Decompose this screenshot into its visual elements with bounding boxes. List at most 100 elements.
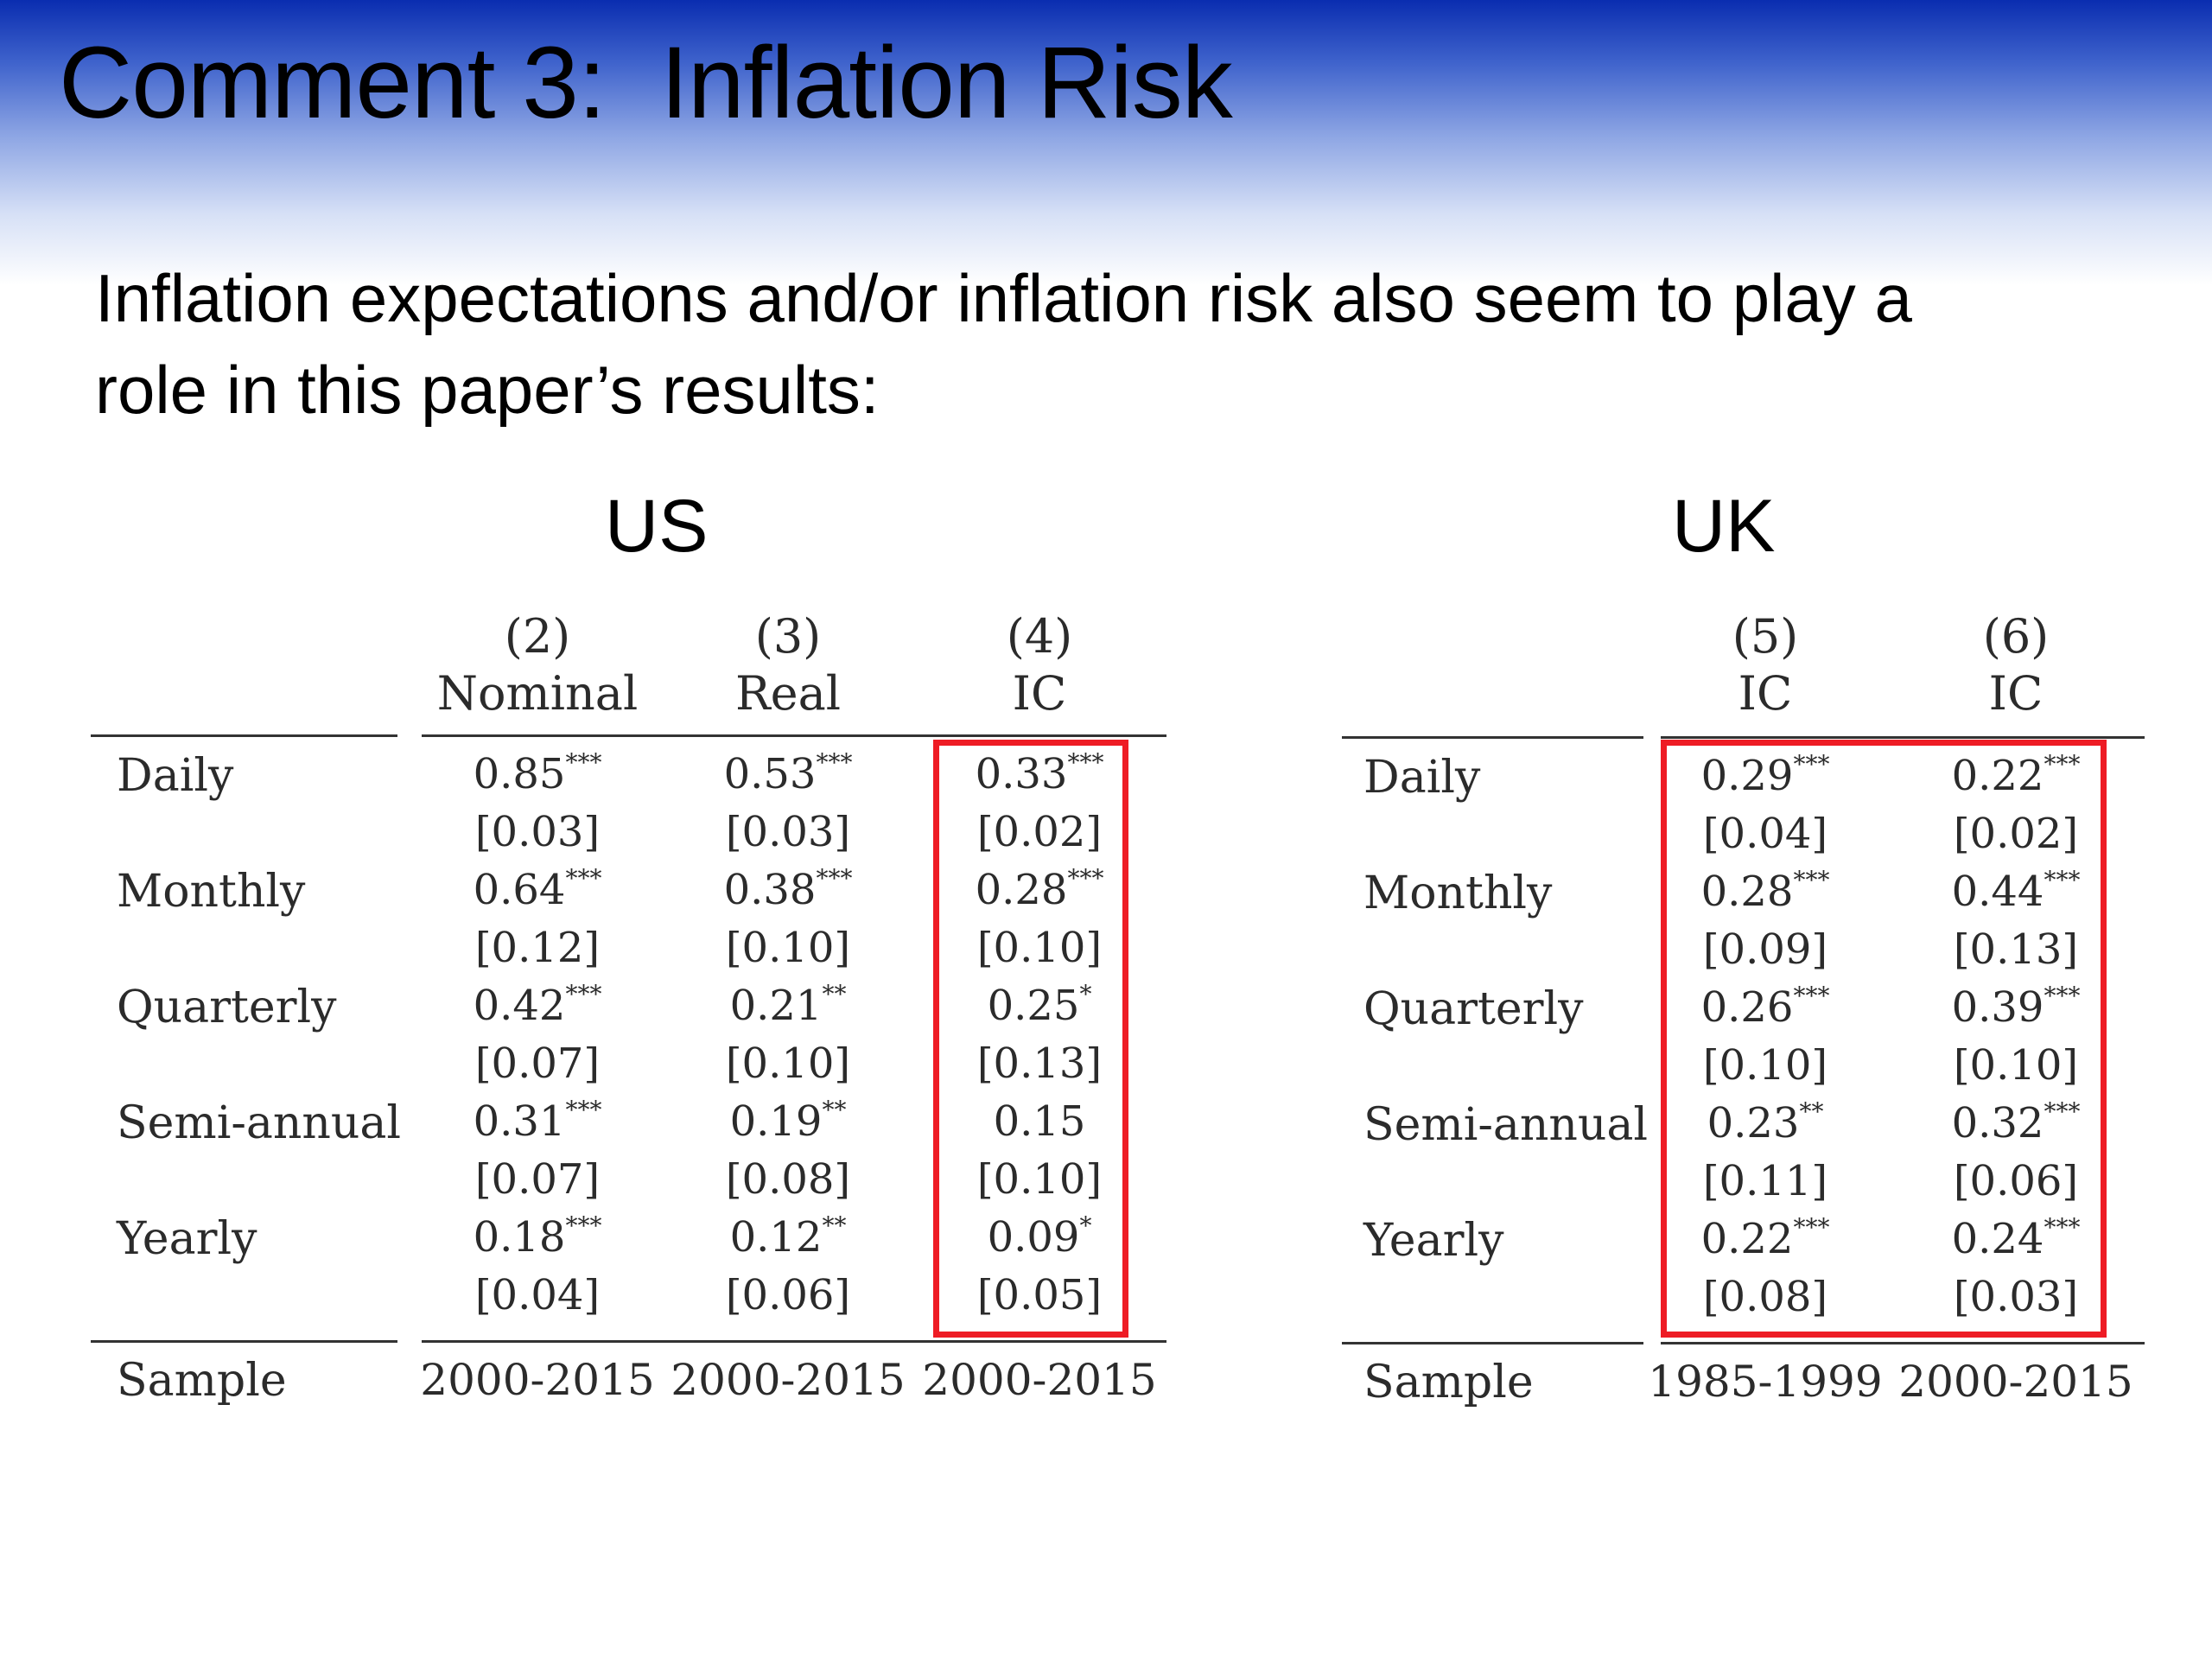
coefficient-value: 0.28: [1700, 868, 1794, 916]
standard-error: [0.05]: [976, 1271, 1103, 1319]
standard-error: [0.02]: [1953, 810, 2079, 858]
coefficient-value: 0.22: [1951, 752, 2044, 800]
us-region-label: US: [605, 485, 709, 568]
coefficient-value: 0.18: [473, 1213, 566, 1262]
coefficient-value: 0.38: [723, 866, 817, 914]
column-name: Nominal: [436, 666, 639, 721]
significance-stars: ***: [1067, 864, 1104, 893]
coefficient: 0.18***: [416, 1211, 658, 1262]
coefficient: 0.39***: [1895, 982, 2137, 1032]
significance-stars: ***: [1067, 748, 1104, 777]
coefficient-value: 0.39: [1951, 983, 2044, 1032]
coefficient-value: 0.19: [729, 1097, 823, 1146]
row-label: Quarterly: [1363, 983, 1584, 1035]
sample-period: 2000-2015: [420, 1355, 655, 1405]
standard-error: [0.04]: [474, 1271, 601, 1319]
standard-error: [0.06]: [725, 1271, 851, 1319]
coefficient-value: 0.85: [473, 750, 566, 798]
column-name: IC: [1988, 666, 2044, 721]
coefficient-value: 0.29: [1700, 752, 1794, 800]
coefficient-value: 0.25: [987, 982, 1080, 1030]
coefficient-value: 0.42: [473, 982, 566, 1030]
coefficient-value: 0.12: [729, 1213, 823, 1262]
significance-stars: **: [822, 980, 847, 1008]
coefficient: 0.85***: [416, 748, 658, 798]
coefficient-value: 0.09: [987, 1213, 1080, 1262]
column-name: Real: [734, 666, 842, 721]
uk-region-label: UK: [1672, 485, 1776, 568]
standard-error: [0.09]: [1702, 925, 1828, 974]
column-name: IC: [1012, 666, 1067, 721]
coefficient-value: 0.64: [473, 866, 566, 914]
significance-stars: ***: [2044, 750, 2081, 779]
coefficient: 0.22***: [1644, 1213, 1886, 1263]
bottom-rule-values: [422, 1340, 1166, 1343]
coefficient-value: 0.22: [1700, 1215, 1794, 1263]
coefficient: 0.15: [918, 1097, 1160, 1146]
row-label: Monthly: [1363, 868, 1553, 919]
coefficient: 0.26***: [1644, 982, 1886, 1032]
coefficient-value: 0.31: [473, 1097, 566, 1146]
column-number: (4): [1006, 609, 1073, 664]
standard-error: [0.10]: [976, 924, 1103, 972]
significance-stars: ***: [1793, 1213, 1830, 1242]
row-label: Yearly: [117, 1213, 257, 1265]
title-band: [0, 0, 2212, 285]
intro-line-2: role in this paper’s results:: [95, 352, 880, 428]
standard-error: [0.11]: [1702, 1157, 1828, 1205]
coefficient: 0.12**: [667, 1211, 909, 1262]
significance-stars: *: [1079, 1211, 1092, 1240]
significance-stars: ***: [2044, 982, 2081, 1010]
intro-line-1: Inflation expectations and/or inflation …: [95, 260, 1912, 336]
column-number: (6): [1982, 609, 2050, 664]
significance-stars: ***: [816, 748, 853, 777]
row-label: Daily: [1363, 752, 1481, 804]
significance-stars: ***: [565, 1096, 602, 1124]
significance-stars: ***: [1793, 982, 1830, 1010]
coefficient-value: 0.32: [1951, 1099, 2044, 1147]
significance-stars: ***: [2044, 1213, 2081, 1242]
row-label: Daily: [117, 750, 234, 802]
standard-error: [0.07]: [474, 1039, 601, 1088]
coefficient-value: 0.24: [1951, 1215, 2044, 1263]
highlight-box: [1661, 740, 2107, 1338]
coefficient: 0.31***: [416, 1096, 658, 1146]
coefficient: 0.29***: [1644, 750, 1886, 800]
top-rule-values: [1661, 736, 2145, 739]
standard-error: [0.07]: [474, 1155, 601, 1204]
column-number: (5): [1732, 609, 1799, 664]
significance-stars: ***: [565, 1211, 602, 1240]
coefficient-value: 0.15: [993, 1097, 1086, 1146]
standard-error: [0.08]: [725, 1155, 851, 1204]
row-label: Semi-annual: [117, 1097, 402, 1149]
standard-error: [0.10]: [725, 924, 851, 972]
coefficient: 0.24***: [1895, 1213, 2137, 1263]
top-rule-label: [1342, 736, 1643, 739]
column-number: (2): [504, 609, 571, 664]
standard-error: [0.03]: [1953, 1273, 2079, 1321]
significance-stars: ***: [565, 980, 602, 1008]
sample-label: Sample: [117, 1355, 287, 1407]
standard-error: [0.13]: [1953, 925, 2079, 974]
significance-stars: ***: [1793, 750, 1830, 779]
column-number: (3): [754, 609, 822, 664]
row-label: Quarterly: [117, 982, 337, 1033]
significance-stars: ***: [2044, 1097, 2081, 1126]
coefficient: 0.38***: [667, 864, 909, 914]
column-name: IC: [1738, 666, 1793, 721]
bottom-rule-values: [1661, 1342, 2145, 1344]
coefficient-value: 0.44: [1951, 868, 2044, 916]
standard-error: [0.04]: [1702, 810, 1828, 858]
top-rule-values: [422, 734, 1166, 737]
coefficient-value: 0.33: [975, 750, 1068, 798]
coefficient: 0.19**: [667, 1096, 909, 1146]
significance-stars: **: [822, 1211, 847, 1240]
sample-period: 2000-2015: [922, 1355, 1157, 1405]
intro-text: Inflation expectations and/or inflation …: [95, 252, 2152, 435]
significance-stars: ***: [565, 864, 602, 893]
row-label: Yearly: [1363, 1215, 1504, 1267]
coefficient: 0.32***: [1895, 1097, 2137, 1147]
highlight-box: [933, 740, 1128, 1338]
coefficient-value: 0.26: [1700, 983, 1794, 1032]
coefficient: 0.28***: [1644, 866, 1886, 916]
